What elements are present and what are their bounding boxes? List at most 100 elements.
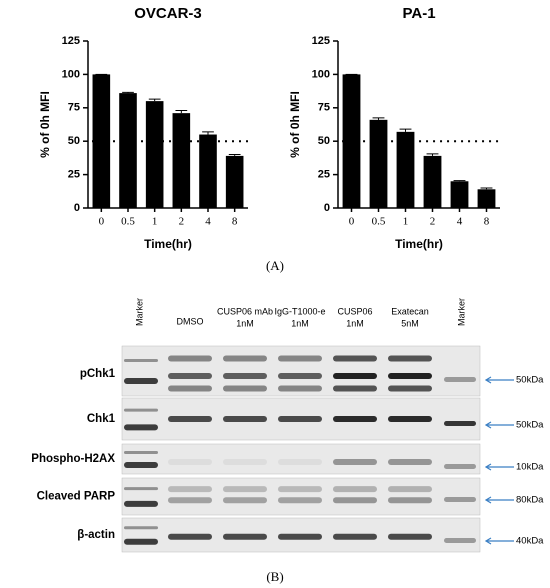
blot-band	[388, 373, 432, 379]
row-label: Chk1	[87, 413, 116, 425]
bar	[396, 131, 415, 208]
y-tick-label: 0	[324, 202, 330, 214]
blot-band	[388, 497, 432, 504]
y-tick-label: 25	[68, 169, 80, 181]
lane-label: 5nM	[401, 318, 419, 328]
error-bar	[453, 180, 466, 182]
error-bar	[148, 98, 161, 102]
blot-band	[333, 459, 377, 465]
blot-band	[223, 373, 267, 379]
x-tick-label: 0	[349, 216, 355, 228]
y-tick-label: 50	[318, 135, 330, 147]
bar	[172, 113, 191, 208]
arrow	[484, 376, 514, 384]
blot-band	[223, 459, 267, 465]
lane-label: IgG-T1000-e	[274, 306, 325, 316]
marker-band	[124, 500, 158, 507]
blot-band	[333, 416, 377, 422]
blot-band	[388, 385, 432, 392]
arrow	[484, 463, 514, 471]
y-tick-label: 100	[312, 68, 330, 80]
blot-band	[223, 355, 267, 362]
blot-band	[388, 486, 432, 493]
x-tick-label: 2	[430, 216, 436, 228]
marker-band	[444, 538, 476, 543]
bar	[199, 134, 217, 208]
blot-band	[168, 459, 212, 465]
x-tick-label: 8	[484, 216, 490, 228]
marker-band	[444, 421, 476, 426]
row-label: β-actin	[77, 529, 115, 541]
blot-band	[333, 497, 377, 504]
blot-band	[278, 459, 322, 465]
blot-band	[278, 416, 322, 422]
blot-band	[168, 533, 212, 540]
bar	[225, 155, 244, 208]
size-label: 80kDa	[516, 495, 544, 506]
error-bar	[175, 109, 188, 114]
error-bar	[399, 128, 412, 132]
y-axis-label: % of 0h MFI	[38, 91, 52, 158]
lane-label: Exatecan	[391, 306, 429, 316]
marker-band	[444, 377, 476, 382]
lane-label: 1nM	[236, 318, 254, 328]
row-label: pChk1	[80, 368, 116, 380]
marker-band	[124, 487, 158, 491]
x-tick-label: 4	[457, 216, 463, 228]
marker-band	[444, 497, 476, 502]
y-tick-label: 100	[62, 68, 80, 80]
blot-band	[278, 533, 322, 540]
bar	[477, 189, 496, 208]
lane-label: Marker	[456, 298, 466, 326]
marker-band	[124, 424, 158, 431]
marker-band	[124, 451, 158, 454]
bar	[342, 74, 361, 209]
blot-strip	[121, 477, 481, 516]
blot-band	[223, 416, 267, 422]
lane-label: 1nM	[291, 318, 309, 328]
blot-band	[223, 385, 267, 392]
blot-band	[333, 385, 377, 392]
lane-label: CUSP06 mAb	[217, 306, 273, 316]
arrow	[484, 421, 514, 429]
marker-band	[124, 378, 158, 384]
marker-band	[444, 464, 476, 469]
blot-band	[333, 533, 377, 540]
y-tick-label: 50	[68, 135, 80, 147]
y-tick-label: 75	[318, 102, 330, 114]
arrow	[484, 537, 514, 545]
blot-band	[223, 497, 267, 504]
x-axis-label: Time(hr)	[144, 237, 192, 251]
x-axis-label: Time(hr)	[395, 237, 443, 251]
blot-band	[278, 355, 322, 362]
bar	[450, 181, 469, 208]
marker-band	[124, 359, 158, 362]
blot-band	[168, 355, 212, 362]
row-label: Cleaved PARP	[37, 491, 116, 503]
y-tick-label: 0	[74, 202, 80, 214]
size-label: 50kDa	[516, 420, 544, 431]
x-tick-label: 0.5	[121, 216, 135, 228]
bar	[423, 155, 442, 208]
blot-band	[278, 486, 322, 493]
blot-band	[388, 459, 432, 465]
marker-band	[124, 526, 158, 530]
blot-band	[168, 497, 212, 504]
panel-label: (A)	[266, 258, 284, 273]
lane-label: CUSP06	[337, 306, 372, 316]
error-bar	[228, 154, 241, 156]
blot-band	[168, 373, 212, 379]
blot-band	[388, 416, 432, 422]
y-tick-label: 125	[312, 35, 330, 47]
error-bar	[426, 153, 439, 156]
error-bar	[202, 131, 214, 135]
chart-title: OVCAR-3	[134, 5, 202, 22]
blot-band	[223, 486, 267, 493]
bar	[369, 119, 388, 208]
bar	[145, 101, 164, 208]
blot-band	[278, 497, 322, 504]
marker-band	[124, 538, 158, 545]
x-tick-label: 1	[403, 216, 409, 228]
chart-title: PA-1	[402, 5, 435, 22]
x-tick-label: 4	[205, 216, 211, 228]
